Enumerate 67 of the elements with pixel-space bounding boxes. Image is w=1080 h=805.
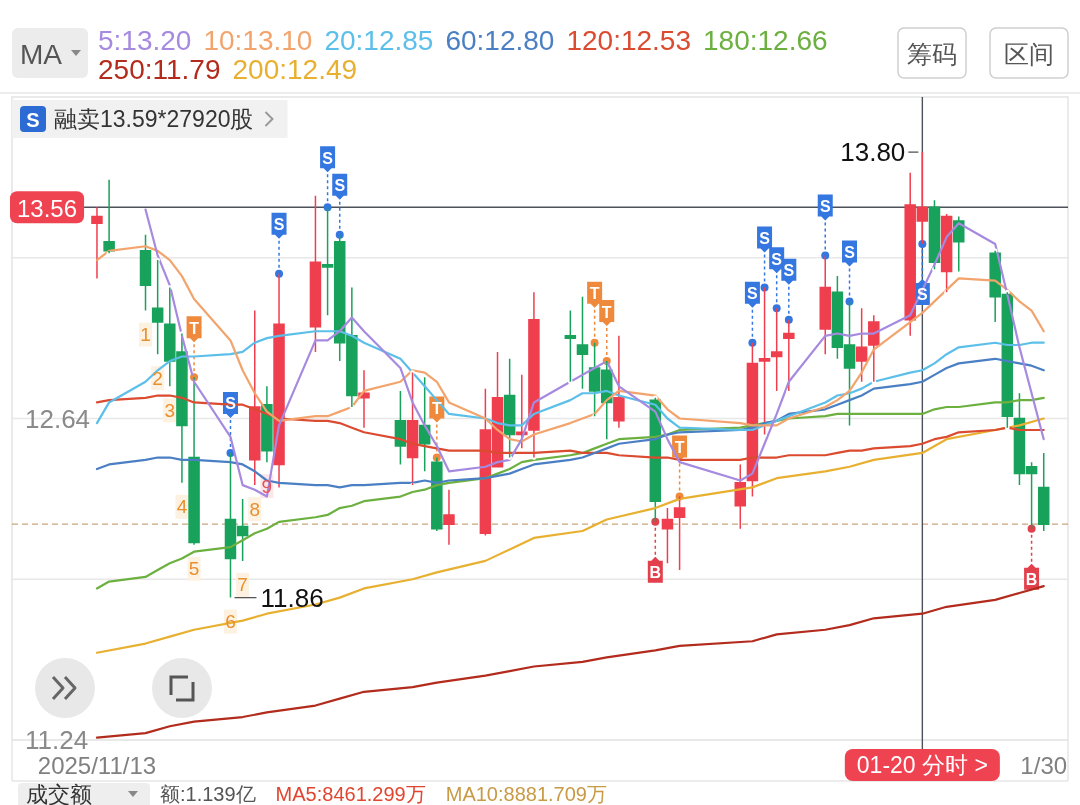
annotation: S xyxy=(759,230,771,248)
annotation: S xyxy=(273,216,285,234)
candlestick xyxy=(151,259,164,355)
text: MA10:8881.709万 xyxy=(445,783,607,805)
annotation: 3 xyxy=(164,399,176,421)
annotation: S xyxy=(334,177,346,195)
candlestick xyxy=(103,178,115,254)
annotation: T xyxy=(589,285,600,303)
text: 5:13.20 xyxy=(98,24,192,56)
ref-line-label: 01-20 分时 > xyxy=(856,752,988,778)
line-series xyxy=(95,245,1045,443)
candlestick xyxy=(516,374,528,450)
text: 成交额 xyxy=(26,781,92,805)
annotation: S xyxy=(322,149,334,167)
ref-line-label: 13.56 xyxy=(17,194,78,222)
annotation: T xyxy=(674,439,685,457)
annotation: 8 xyxy=(249,498,261,520)
annotation: 1 xyxy=(140,324,151,346)
annotation: S xyxy=(783,262,795,280)
annotation: 13.80 xyxy=(840,137,906,168)
annotation: B xyxy=(649,564,662,582)
text: 120:12.53 xyxy=(566,24,691,56)
text: 60:12.80 xyxy=(445,24,555,56)
annotation: S xyxy=(747,285,759,303)
candlestick xyxy=(576,296,589,390)
candlestick xyxy=(358,369,370,429)
text: 区间 xyxy=(1004,40,1054,68)
candlestick xyxy=(443,488,455,546)
candlestick xyxy=(139,234,152,312)
y-tick-label: 12.64 xyxy=(25,403,91,434)
candlestick xyxy=(613,335,625,429)
annotation: 4 xyxy=(176,496,188,518)
text: 180:12.66 xyxy=(703,24,828,56)
line-series xyxy=(95,396,1045,590)
legend-title: MA xyxy=(20,38,63,70)
text: 200:12.49 xyxy=(232,53,358,85)
annotation: S xyxy=(771,250,783,268)
candlestick xyxy=(564,309,577,383)
annotation: T xyxy=(431,400,442,418)
annotation: 融卖13.59*27920股 xyxy=(54,106,254,132)
text: 筹码 xyxy=(907,40,957,68)
x-tick-label: 1/30 xyxy=(1020,751,1068,779)
annotation: S xyxy=(844,243,856,261)
annotation: 7 xyxy=(237,574,248,596)
candlestick xyxy=(661,507,674,564)
candlestick xyxy=(91,206,103,280)
annotation: 5 xyxy=(188,558,200,580)
annotation: B xyxy=(1025,571,1038,589)
candlestick xyxy=(261,385,273,463)
annotation: S xyxy=(819,197,831,215)
text: 20:12.85 xyxy=(324,24,434,56)
candlestick xyxy=(309,195,322,353)
text: 10:13.10 xyxy=(203,24,313,56)
text: 250:11.79 xyxy=(98,53,221,85)
annotation: T xyxy=(189,319,200,337)
annotation: 11.86 xyxy=(260,582,324,613)
text: MA5:8461.299万 xyxy=(275,783,426,805)
candlestick xyxy=(868,314,880,383)
candlestick xyxy=(249,309,261,486)
candlestick xyxy=(1037,452,1050,532)
text: 额:1.139亿 xyxy=(160,783,256,805)
annotation: 2 xyxy=(152,367,163,389)
annotation: T xyxy=(601,303,612,321)
candlestick xyxy=(855,307,868,383)
line-series xyxy=(95,417,1045,654)
candlestick xyxy=(528,291,540,459)
annotation: S xyxy=(26,109,40,131)
